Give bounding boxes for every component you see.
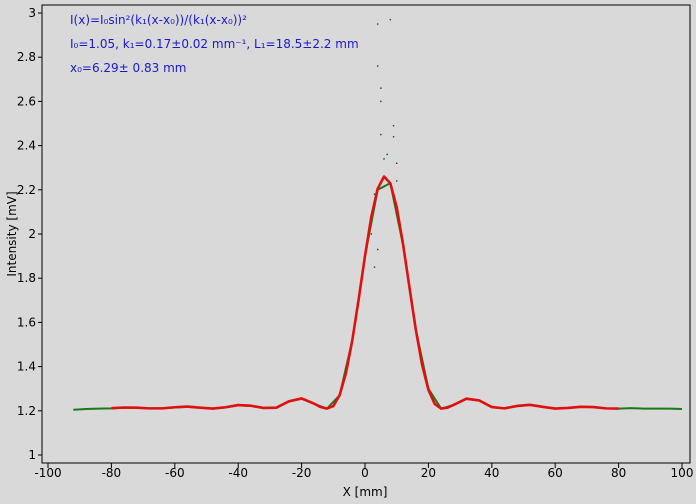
y-tick-label: 2.6: [17, 94, 36, 108]
data-point: [386, 153, 388, 156]
data-point: [376, 65, 379, 67]
y-tick-label: 1: [28, 448, 36, 462]
data-point: [380, 87, 382, 89]
x-tick-label: 20: [421, 466, 436, 480]
y-tick-label: 3: [28, 6, 36, 20]
data-point: [373, 266, 376, 268]
y-tick-label: 1.2: [17, 404, 36, 418]
data-point: [376, 23, 379, 25]
plot-area: [41, 4, 691, 464]
y-tick-label: 1.4: [17, 360, 36, 374]
y-tick-label: 2: [28, 227, 36, 241]
x-tick-label: 80: [611, 466, 626, 480]
x-tick-label: -100: [34, 466, 61, 480]
data-point: [383, 158, 385, 160]
x-tick-label: 60: [548, 466, 563, 480]
annotation: I₀=1.05, k₁=0.17±0.02 mm⁻¹, L₁=18.5±2.2 …: [70, 37, 359, 51]
x-tick-label: 40: [484, 466, 499, 480]
data-point: [373, 193, 376, 195]
data-point: [392, 136, 395, 138]
x-tick-label: -60: [165, 466, 185, 480]
data-point: [396, 162, 398, 164]
x-tick-label: -20: [292, 466, 312, 480]
annotation: I(x)=I₀sin²(k₁(x-x₀))/(k₁(x-x₀))²: [70, 13, 247, 27]
y-tick-label: 2.2: [17, 183, 36, 197]
data-point: [392, 125, 395, 127]
data-point: [376, 248, 379, 251]
data-point: [380, 100, 382, 103]
x-tick-label: 0: [361, 466, 369, 480]
y-tick-label: 1.6: [17, 315, 36, 329]
x-axis-label: X [mm]: [343, 485, 388, 499]
data-point: [380, 133, 382, 136]
y-tick-label: 1.8: [17, 271, 36, 285]
data-line: [111, 175, 619, 410]
data-point: [370, 233, 373, 235]
y-tick-label: 2.8: [17, 50, 36, 64]
x-tick-label: -80: [102, 466, 122, 480]
data-point: [389, 18, 392, 21]
data-point: [396, 180, 398, 182]
y-tick-label: 2.4: [17, 139, 36, 153]
y-axis-label: Intensity [mV]: [5, 191, 19, 276]
x-tick-label: -40: [228, 466, 248, 480]
x-tick-label: 100: [671, 466, 694, 480]
annotation: x₀=6.29± 0.83 mm: [70, 61, 186, 75]
